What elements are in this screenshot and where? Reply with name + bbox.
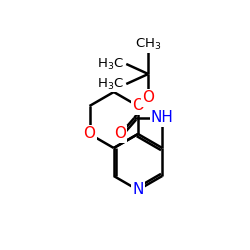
Text: H$_3$C: H$_3$C [97, 76, 124, 92]
Text: CH$_3$: CH$_3$ [135, 37, 162, 52]
Text: O: O [142, 90, 154, 106]
Text: H$_3$C: H$_3$C [97, 56, 124, 72]
Text: N: N [132, 182, 144, 198]
Text: O: O [114, 126, 126, 142]
Text: O: O [132, 98, 144, 114]
Text: NH: NH [151, 110, 174, 126]
Text: O: O [84, 126, 96, 142]
